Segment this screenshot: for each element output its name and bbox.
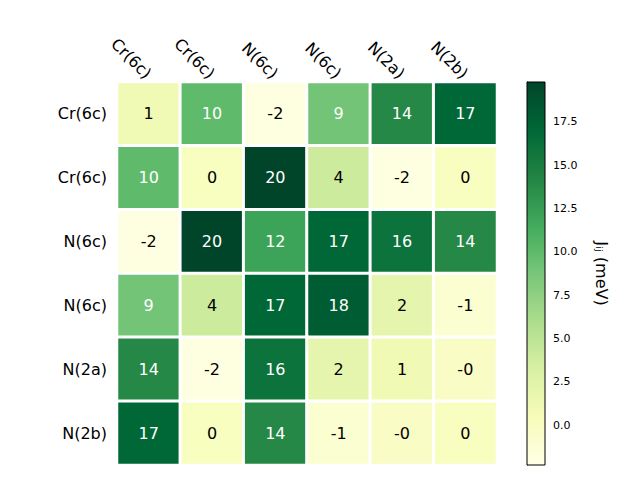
- svg-text:20: 20: [265, 168, 285, 187]
- svg-text:0.0: 0.0: [553, 419, 571, 432]
- svg-text:5.0: 5.0: [553, 332, 571, 345]
- svg-text:Cr(6c): Cr(6c): [58, 104, 107, 123]
- svg-text:12: 12: [265, 232, 285, 251]
- svg-text:17.5: 17.5: [553, 115, 578, 128]
- svg-text:2: 2: [397, 296, 407, 315]
- svg-text:20: 20: [202, 232, 222, 251]
- svg-text:N(6c): N(6c): [64, 232, 107, 251]
- svg-text:-2: -2: [204, 360, 220, 379]
- svg-text:N(6c): N(6c): [64, 296, 107, 315]
- svg-text:Cr(6c): Cr(6c): [171, 35, 219, 83]
- svg-text:18: 18: [328, 296, 348, 315]
- svg-text:17: 17: [138, 424, 158, 443]
- svg-text:0: 0: [460, 424, 470, 443]
- svg-text:15.0: 15.0: [553, 159, 578, 172]
- svg-text:10.0: 10.0: [553, 245, 578, 258]
- svg-text:17: 17: [328, 232, 348, 251]
- svg-text:N(6c): N(6c): [301, 39, 345, 83]
- svg-text:N(2a): N(2a): [364, 38, 409, 83]
- svg-text:4: 4: [207, 296, 217, 315]
- svg-text:1: 1: [397, 360, 407, 379]
- svg-text:-0: -0: [394, 424, 410, 443]
- svg-text:4: 4: [334, 168, 344, 187]
- svg-text:1: 1: [144, 104, 154, 123]
- svg-text:N(2b): N(2b): [427, 38, 472, 83]
- svg-text:-2: -2: [267, 104, 283, 123]
- svg-text:Jᵢⱼ (meV): Jᵢⱼ (meV): [592, 240, 611, 305]
- svg-text:14: 14: [455, 232, 475, 251]
- svg-text:10: 10: [202, 104, 222, 123]
- svg-text:N(2b): N(2b): [62, 424, 107, 443]
- svg-text:14: 14: [392, 104, 412, 123]
- svg-text:7.5: 7.5: [553, 289, 571, 302]
- svg-text:-2: -2: [141, 232, 157, 251]
- svg-text:0: 0: [460, 168, 470, 187]
- svg-text:Cr(6c): Cr(6c): [58, 168, 107, 187]
- svg-text:0: 0: [207, 424, 217, 443]
- svg-text:16: 16: [392, 232, 412, 251]
- svg-text:-1: -1: [331, 424, 347, 443]
- svg-text:9: 9: [334, 104, 344, 123]
- svg-text:16: 16: [265, 360, 285, 379]
- svg-text:17: 17: [455, 104, 475, 123]
- svg-text:17: 17: [265, 296, 285, 315]
- svg-text:-0: -0: [457, 360, 473, 379]
- svg-text:9: 9: [144, 296, 154, 315]
- svg-text:2: 2: [334, 360, 344, 379]
- svg-text:14: 14: [265, 424, 285, 443]
- svg-text:Cr(6c): Cr(6c): [107, 35, 155, 83]
- svg-text:N(2a): N(2a): [63, 360, 107, 379]
- svg-text:2.5: 2.5: [553, 375, 571, 388]
- svg-text:0: 0: [207, 168, 217, 187]
- svg-text:-2: -2: [394, 168, 410, 187]
- svg-text:N(6c): N(6c): [238, 39, 282, 83]
- svg-text:-1: -1: [457, 296, 473, 315]
- svg-text:10: 10: [138, 168, 158, 187]
- svg-text:12.5: 12.5: [553, 202, 578, 215]
- svg-text:14: 14: [138, 360, 158, 379]
